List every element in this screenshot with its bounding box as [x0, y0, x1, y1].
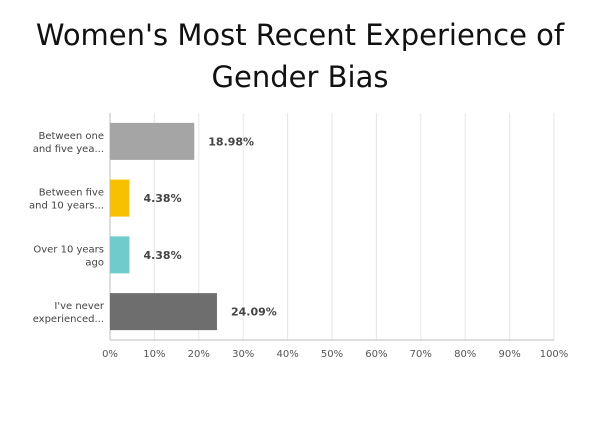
x-tick-label: 0%	[102, 349, 118, 360]
chart-title: Women's Most Recent Experience of Gender…	[0, 14, 600, 98]
chart-title-line-2: Gender Bias	[211, 60, 389, 94]
bar	[110, 179, 130, 217]
x-tick-label: 40%	[276, 349, 298, 360]
x-tick-label: 50%	[321, 349, 343, 360]
value-label: 24.09%	[231, 306, 277, 319]
category-label: Between five and 10 years...	[29, 188, 104, 212]
bar	[110, 236, 130, 274]
value-labels: 18.98% 4.38% 4.38% 24.09%	[143, 135, 276, 318]
value-label: 18.98%	[208, 135, 254, 148]
x-tick-label: 80%	[454, 349, 476, 360]
gridlines	[109, 113, 555, 341]
x-tick-label: 90%	[498, 349, 520, 360]
bars	[110, 122, 217, 331]
category-label: Over 10 years ago	[33, 244, 104, 268]
x-tick-label: 20%	[188, 349, 210, 360]
category-label: I've never experienced...	[33, 301, 105, 325]
bar	[110, 293, 217, 331]
x-tick-label: 60%	[365, 349, 387, 360]
x-tick-label: 100%	[540, 349, 569, 360]
x-tick-label: 10%	[143, 349, 165, 360]
chart-title-line-1: Women's Most Recent Experience of	[35, 18, 565, 52]
category-label: Between one and five yea...	[33, 131, 104, 155]
category-labels: Between one and five yea... Between five an…	[29, 131, 105, 325]
value-label: 4.38%	[143, 249, 181, 262]
bar	[110, 122, 195, 160]
x-tick-label: 70%	[410, 349, 432, 360]
x-axis-ticks: 0% 10% 20% 30% 40% 50% 60% 70% 80% 90% 100%	[102, 349, 568, 360]
value-label: 4.38%	[143, 192, 181, 205]
x-tick-label: 30%	[232, 349, 254, 360]
